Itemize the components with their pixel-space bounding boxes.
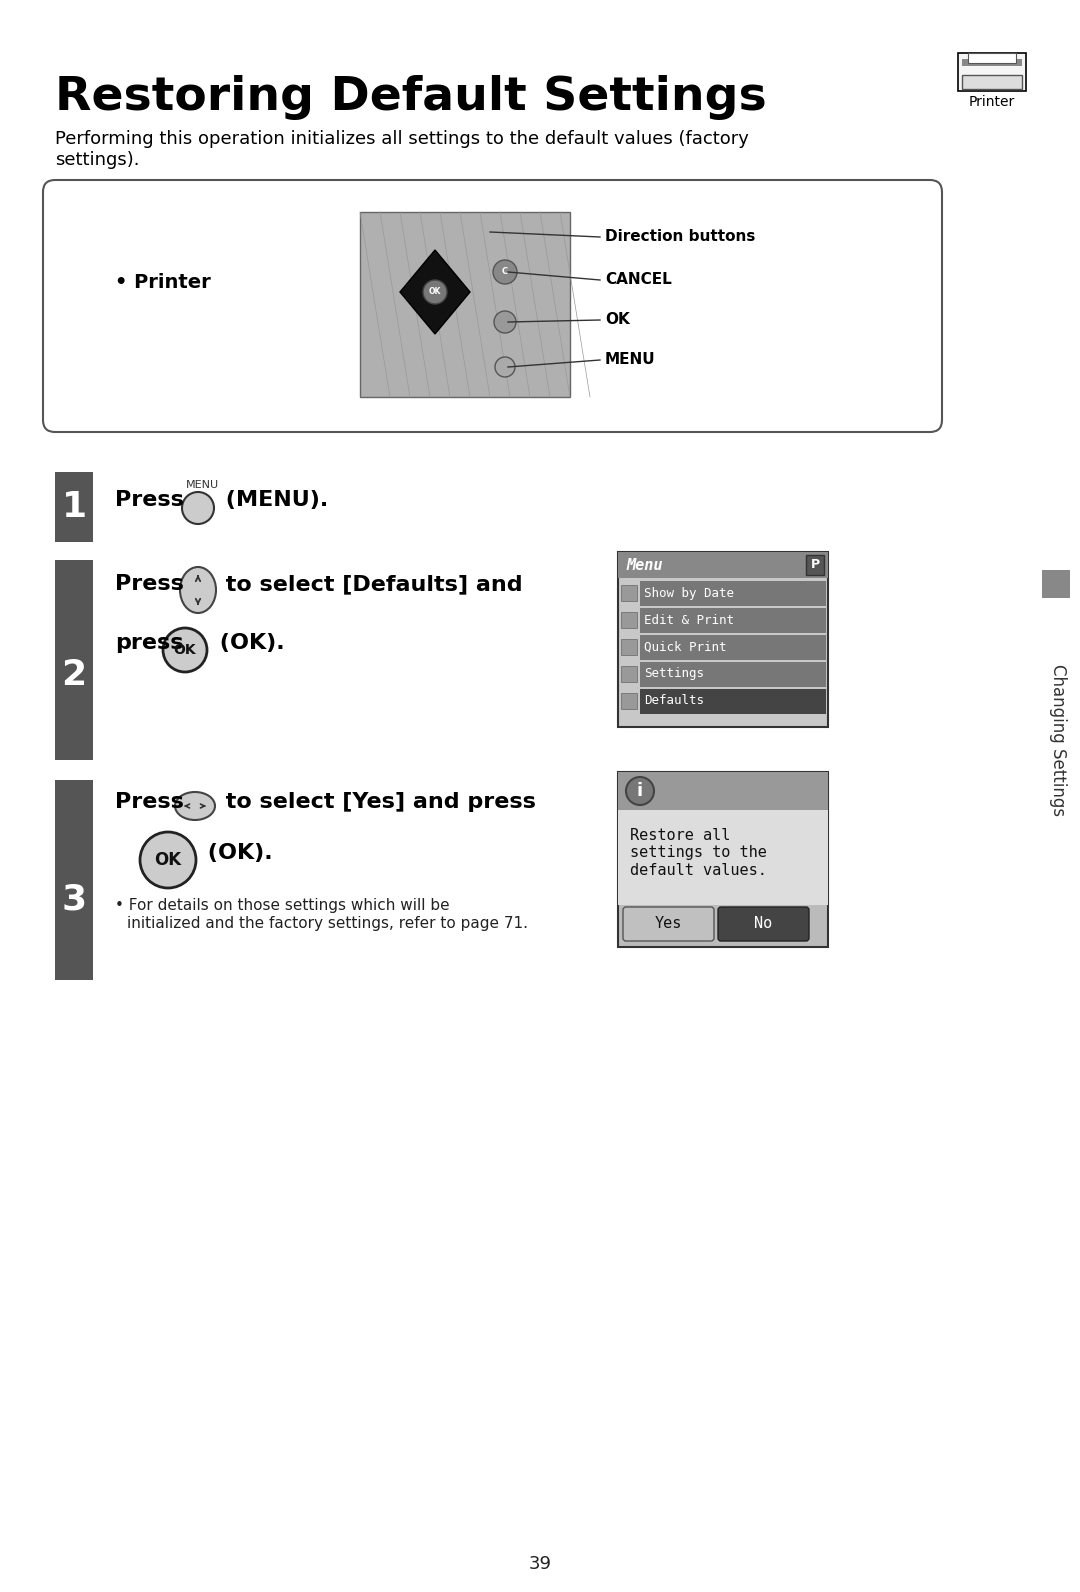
Text: P: P <box>810 559 820 572</box>
Text: Press: Press <box>114 575 184 594</box>
Text: Performing this operation initializes all settings to the default values (factor: Performing this operation initializes al… <box>55 131 748 169</box>
Text: Direction buttons: Direction buttons <box>605 229 755 244</box>
Bar <box>621 611 637 627</box>
Bar <box>55 560 93 759</box>
Text: Defaults: Defaults <box>644 694 704 707</box>
Text: Press: Press <box>114 791 184 812</box>
Text: 1: 1 <box>62 490 86 524</box>
Bar <box>360 212 570 396</box>
Bar <box>618 552 828 728</box>
Bar <box>618 552 828 578</box>
Bar <box>618 810 828 904</box>
Bar <box>640 608 826 634</box>
Text: Show by Date: Show by Date <box>644 586 734 600</box>
Text: 39: 39 <box>528 1555 552 1573</box>
Text: C: C <box>502 267 508 277</box>
Bar <box>618 772 828 947</box>
Text: • For details on those settings which will be: • For details on those settings which wi… <box>114 898 449 912</box>
Bar <box>962 75 1022 89</box>
Circle shape <box>626 777 654 806</box>
Bar <box>806 556 824 575</box>
Text: (OK).: (OK). <box>212 634 285 653</box>
Text: (MENU).: (MENU). <box>218 490 328 509</box>
Ellipse shape <box>175 791 215 820</box>
Circle shape <box>423 280 447 304</box>
Polygon shape <box>400 250 470 334</box>
Bar <box>640 662 826 688</box>
FancyBboxPatch shape <box>43 180 942 431</box>
Circle shape <box>163 627 207 672</box>
Bar <box>621 665 637 681</box>
Text: Menu: Menu <box>626 557 662 573</box>
Text: to select [Yes] and press: to select [Yes] and press <box>218 791 536 812</box>
Bar <box>1042 570 1070 599</box>
Text: CANCEL: CANCEL <box>605 272 672 287</box>
Text: Press: Press <box>114 490 184 509</box>
Bar <box>621 638 637 654</box>
Text: MENU: MENU <box>605 352 656 368</box>
Text: Restoring Default Settings: Restoring Default Settings <box>55 75 767 119</box>
Circle shape <box>183 492 214 524</box>
Text: OK: OK <box>429 288 442 296</box>
Bar <box>621 693 637 708</box>
Ellipse shape <box>180 567 216 613</box>
Circle shape <box>494 310 516 333</box>
Text: press: press <box>114 634 184 653</box>
Text: Yes: Yes <box>654 917 681 931</box>
Text: (OK).: (OK). <box>200 844 272 863</box>
FancyBboxPatch shape <box>718 907 809 941</box>
FancyBboxPatch shape <box>958 53 1026 91</box>
Circle shape <box>495 357 515 377</box>
Bar <box>621 584 637 602</box>
FancyBboxPatch shape <box>623 907 714 941</box>
Bar <box>640 635 826 661</box>
Circle shape <box>140 833 195 888</box>
Text: Settings: Settings <box>644 667 704 680</box>
Text: OK: OK <box>605 312 630 326</box>
Text: OK: OK <box>174 643 197 657</box>
Bar <box>962 59 1022 65</box>
Text: 3: 3 <box>62 884 86 917</box>
Text: initialized and the factory settings, refer to page 71.: initialized and the factory settings, re… <box>127 915 528 931</box>
Text: Edit & Print: Edit & Print <box>644 613 734 627</box>
Text: Quick Print: Quick Print <box>644 640 727 653</box>
Text: OK: OK <box>154 852 181 869</box>
Bar <box>55 471 93 541</box>
Text: Restore all
settings to the
default values.: Restore all settings to the default valu… <box>630 828 767 877</box>
Bar <box>968 53 1016 64</box>
Bar <box>640 689 826 713</box>
Text: Printer: Printer <box>969 96 1015 108</box>
Bar <box>618 772 828 810</box>
Text: Changing Settings: Changing Settings <box>1049 664 1067 817</box>
Text: No: No <box>754 917 772 931</box>
Text: MENU: MENU <box>186 481 219 490</box>
Circle shape <box>492 259 517 283</box>
Bar <box>55 780 93 981</box>
Text: 2: 2 <box>62 657 86 693</box>
Text: • Printer: • Printer <box>114 272 211 291</box>
Text: i: i <box>637 782 643 801</box>
Bar <box>640 581 826 607</box>
Text: to select [Defaults] and: to select [Defaults] and <box>218 575 523 594</box>
